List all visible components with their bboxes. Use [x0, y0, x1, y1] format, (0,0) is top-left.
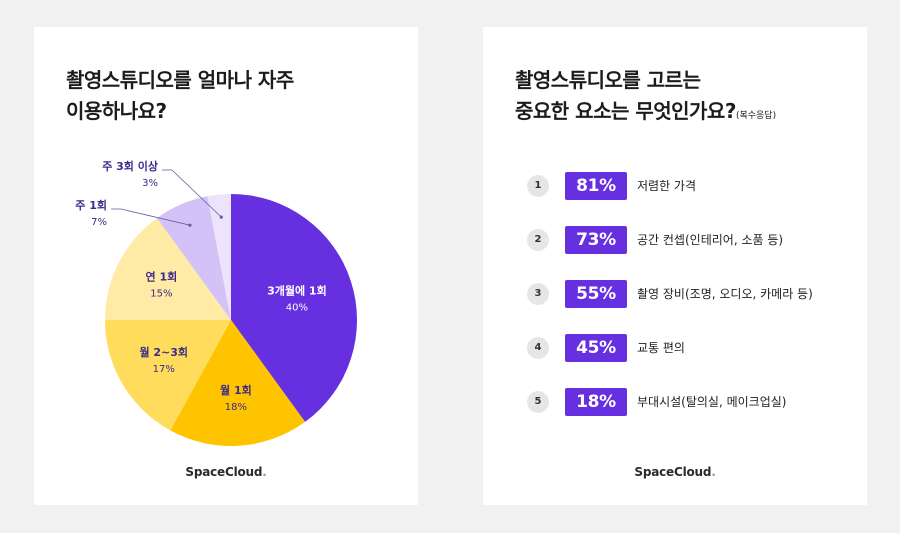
pie-slice-value: 15%	[150, 289, 172, 300]
percent-badge: 81%	[565, 172, 627, 200]
frequency-card: 촬영스튜디오를 얼마나 자주 이용하나요? 3개월에 1회 40% 월 1회 18% 월…	[34, 27, 418, 505]
factor-row: 1 81% 저렴한 가격	[527, 172, 847, 200]
percent-badge: 73%	[565, 226, 627, 254]
pie-slice-value: 3%	[142, 178, 158, 189]
pie-slice	[105, 218, 231, 320]
pie-slice-value: 17%	[153, 364, 175, 375]
pie-slice	[170, 320, 306, 446]
factor-label: 저렴한 가격	[637, 179, 697, 193]
factors-card-title: 촬영스튜디오를 고르는 중요한 요소는 무엇인가요?(복수응답)	[515, 65, 776, 132]
frequency-card-title: 촬영스튜디오를 얼마나 자주 이용하나요?	[66, 65, 294, 127]
pie-slice-value: 7%	[91, 217, 107, 228]
pie-slice-label: 주 3회 이상	[102, 159, 158, 173]
factor-row: 5 18% 부대시설(탈의실, 메이크업실)	[527, 388, 847, 416]
pie-slice	[105, 320, 231, 431]
factor-label: 교통 편의	[637, 341, 685, 355]
rank-number: 4	[527, 337, 549, 359]
rank-number: 5	[527, 391, 549, 413]
rank-number: 1	[527, 175, 549, 197]
pie-slice-label: 월 1회	[220, 383, 252, 397]
pie-slice	[156, 196, 231, 320]
pie-slice-label: 월 2~3회	[139, 345, 188, 359]
factor-label: 촬영 장비(조명, 오디오, 카메라 등)	[637, 287, 813, 301]
factor-row: 4 45% 교통 편의	[527, 334, 847, 362]
percent-badge: 45%	[565, 334, 627, 362]
factor-label: 부대시설(탈의실, 메이크업실)	[637, 395, 787, 409]
spacecloud-logo: SpaceCloud.	[634, 465, 716, 479]
factor-row: 2 73% 공간 컨셉(인테리어, 소품 등)	[527, 226, 847, 254]
leader-dot	[188, 223, 192, 227]
pie-slice-label: 주 1회	[75, 198, 107, 212]
pie-slice-label: 3개월에 1회	[267, 284, 327, 298]
pie-slice-value: 40%	[286, 303, 308, 314]
factor-row: 3 55% 촬영 장비(조명, 오디오, 카메라 등)	[527, 280, 847, 308]
frequency-title-line1: 촬영스튜디오를 얼마나 자주	[66, 68, 294, 92]
rank-number: 3	[527, 283, 549, 305]
rank-number: 2	[527, 229, 549, 251]
factors-card: 촬영스튜디오를 고르는 중요한 요소는 무엇인가요?(복수응답) 1 81% 저렴한…	[483, 27, 867, 505]
multiple-answer-note: (복수응답)	[735, 111, 777, 121]
pie-slice	[231, 194, 358, 422]
spacecloud-logo: SpaceCloud.	[185, 465, 267, 479]
pie-slice	[207, 194, 231, 320]
factors-title-line1: 촬영스튜디오를 고르는	[515, 68, 701, 92]
percent-badge: 55%	[565, 280, 627, 308]
leader-line	[162, 169, 222, 218]
percent-badge: 18%	[565, 388, 627, 416]
pie-slice-label: 연 1회	[146, 270, 178, 284]
leader-dot	[219, 215, 223, 219]
factors-title-line2: 중요한 요소는 무엇인가요?	[515, 99, 736, 123]
frequency-title-line2: 이용하나요?	[66, 99, 167, 123]
pie-slice-value: 18%	[225, 402, 247, 413]
frequency-pie-chart: 3개월에 1회 40% 월 1회 18% 월 2~3회 17% 연 1회 15% 주 1회 7% 주…	[75, 159, 358, 446]
factor-label: 공간 컨셉(인테리어, 소품 등)	[637, 233, 784, 247]
leader-line	[111, 208, 191, 226]
